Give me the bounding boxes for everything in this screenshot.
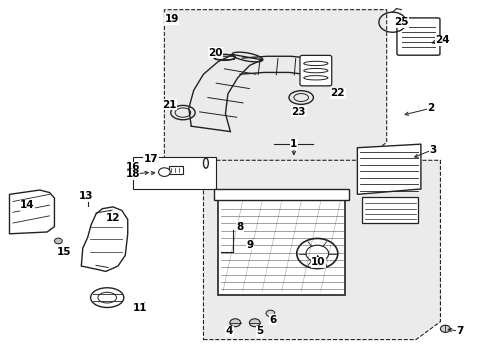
FancyBboxPatch shape xyxy=(218,198,345,295)
Circle shape xyxy=(441,325,450,332)
Polygon shape xyxy=(9,190,54,234)
FancyBboxPatch shape xyxy=(362,197,418,223)
Text: 13: 13 xyxy=(79,191,94,201)
Polygon shape xyxy=(357,144,421,194)
Text: 25: 25 xyxy=(394,17,409,27)
Text: 4: 4 xyxy=(226,326,233,336)
Text: 20: 20 xyxy=(208,48,223,58)
Circle shape xyxy=(266,310,275,317)
Text: 17: 17 xyxy=(144,154,158,164)
Text: 12: 12 xyxy=(106,213,121,222)
Circle shape xyxy=(249,319,260,327)
Text: 19: 19 xyxy=(165,14,179,24)
Text: 15: 15 xyxy=(57,247,72,257)
Circle shape xyxy=(54,238,62,244)
Text: 9: 9 xyxy=(246,239,253,249)
Ellipse shape xyxy=(91,288,124,307)
Circle shape xyxy=(230,319,241,327)
Text: 21: 21 xyxy=(162,100,176,110)
Text: 18: 18 xyxy=(125,169,140,179)
Text: 3: 3 xyxy=(430,144,437,154)
FancyBboxPatch shape xyxy=(300,55,332,86)
Polygon shape xyxy=(203,160,441,339)
Text: 1: 1 xyxy=(290,139,297,149)
Polygon shape xyxy=(81,207,128,271)
FancyBboxPatch shape xyxy=(397,18,440,55)
Circle shape xyxy=(159,168,170,176)
Text: 23: 23 xyxy=(292,107,306,117)
Text: 10: 10 xyxy=(311,257,325,267)
Text: 24: 24 xyxy=(436,35,450,45)
Text: 14: 14 xyxy=(20,200,35,210)
Text: 5: 5 xyxy=(256,326,263,336)
Text: 2: 2 xyxy=(427,103,434,113)
Text: 16: 16 xyxy=(125,162,140,172)
Circle shape xyxy=(84,195,92,201)
Text: 22: 22 xyxy=(331,88,345,98)
FancyBboxPatch shape xyxy=(214,189,349,200)
Polygon shape xyxy=(164,10,387,164)
Text: 6: 6 xyxy=(270,315,277,325)
Text: 11: 11 xyxy=(133,303,147,313)
Text: 8: 8 xyxy=(237,222,244,231)
Polygon shape xyxy=(133,157,216,189)
FancyBboxPatch shape xyxy=(169,166,183,174)
Text: 7: 7 xyxy=(456,326,464,336)
